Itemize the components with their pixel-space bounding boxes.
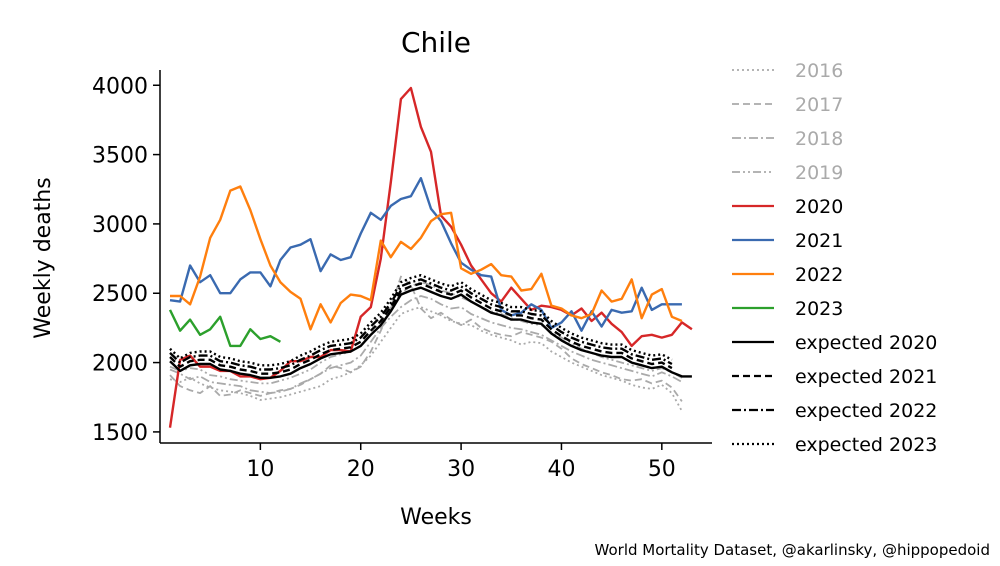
y-tick-label: 2500 <box>92 282 148 307</box>
legend-label: 2016 <box>795 60 843 82</box>
legend-entry: expected 2023 <box>732 434 937 456</box>
series-line-7 <box>170 185 683 331</box>
x-tick-label: 50 <box>648 457 676 482</box>
series-line-6 <box>169 176 682 332</box>
x-tick-label: 10 <box>246 457 274 482</box>
legend-label: 2022 <box>795 264 843 286</box>
x-tick-label: 20 <box>347 457 375 482</box>
legend-entry: 2023 <box>732 298 843 320</box>
x-tick-label: 30 <box>447 457 475 482</box>
legend-entry: 2016 <box>732 60 843 82</box>
legend: 2016 2017 2018 2019 2020 2021 2022 2023 expected… <box>732 60 937 456</box>
legend-entry: 2018 <box>732 128 843 150</box>
series-line-12 <box>169 274 673 367</box>
legend-label: expected 2021 <box>795 366 937 388</box>
credit-text: World Mortality Dataset, @akarlinsky, @h… <box>595 541 990 559</box>
axes: 1500 2000 2500 3000 3500 4000 10 20 30 40 50 <box>92 70 712 482</box>
chart-title: Chile <box>401 26 471 59</box>
series-line-11 <box>169 278 673 371</box>
series-line-1 <box>169 306 683 412</box>
legend-label: 2020 <box>795 196 843 218</box>
plot-area <box>168 86 693 428</box>
legend-label: 2019 <box>795 162 843 184</box>
y-axis-label: Weekly deaths <box>31 177 56 338</box>
y-tick-label: 2000 <box>92 352 148 377</box>
series-line-9 <box>169 286 692 379</box>
legend-entry: 2019 <box>732 162 843 184</box>
legend-entry: 2017 <box>732 94 843 116</box>
y-tick-label: 4000 <box>92 74 148 99</box>
y-tick-label: 3500 <box>92 144 148 169</box>
legend-label: expected 2020 <box>795 332 937 354</box>
legend-entry: expected 2020 <box>732 332 937 354</box>
legend-label: 2023 <box>795 298 843 320</box>
legend-entry: 2021 <box>732 230 843 252</box>
legend-entry: 2020 <box>732 196 843 218</box>
y-tick-label: 3000 <box>92 213 148 238</box>
x-tick-label: 40 <box>547 457 575 482</box>
series-line-8 <box>168 309 281 348</box>
legend-label: expected 2022 <box>795 400 937 422</box>
legend-entry: expected 2022 <box>732 400 937 422</box>
series-line-2 <box>169 275 683 402</box>
legend-label: 2018 <box>795 128 843 150</box>
legend-entry: expected 2021 <box>732 366 937 388</box>
series-line-5 <box>168 86 693 428</box>
legend-label: expected 2023 <box>795 434 937 456</box>
series-line-3 <box>169 295 683 395</box>
series-line-10 <box>169 282 673 375</box>
legend-entry: 2022 <box>732 264 843 286</box>
y-tick-label: 1500 <box>92 421 148 446</box>
legend-label: 2021 <box>795 230 843 252</box>
x-axis-label: Weeks <box>400 505 472 530</box>
legend-label: 2017 <box>795 94 843 116</box>
